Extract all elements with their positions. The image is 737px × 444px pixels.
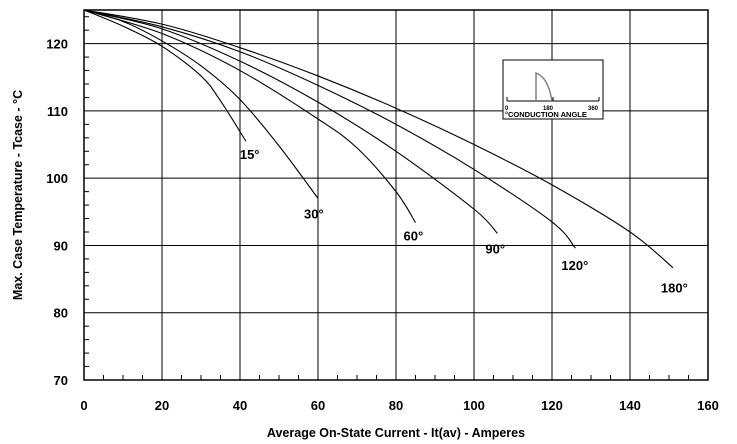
plot-frame <box>83 9 709 381</box>
y-tick-label: 70 <box>54 373 68 388</box>
x-tick-label: 20 <box>155 398 169 413</box>
x-tick-label: 100 <box>463 398 485 413</box>
x-tick-labels: 0 20 40 60 80 100 120 140 160 <box>80 398 718 413</box>
curve-labels: 15° 30° 60° 90° 120° 180° <box>240 147 688 295</box>
inset-box <box>502 59 604 120</box>
grid-lines <box>84 10 708 380</box>
curve-label: 60° <box>404 229 424 244</box>
curve-label: 90° <box>485 241 505 256</box>
curve-label: 15° <box>240 147 260 162</box>
y-axis-title: Max. Case Temperature - Tcase - °C <box>11 90 25 300</box>
inset-waveform <box>535 72 553 102</box>
curve-label: 120° <box>561 258 588 273</box>
y-tick-label: 80 <box>54 306 68 321</box>
y-tick-label: 110 <box>47 104 68 119</box>
x-tick-label: 60 <box>311 398 325 413</box>
y-tick-label: 90 <box>54 238 68 253</box>
minor-ticks <box>84 16 689 380</box>
y-tick-label: 120 <box>46 37 68 52</box>
x-tick-label: 120 <box>541 398 563 413</box>
inset-tick-180: 180 <box>543 106 554 112</box>
y-tick-label: 100 <box>46 171 68 186</box>
curve-0 <box>83 9 247 142</box>
curve-label: 30° <box>304 206 324 221</box>
x-tick-label: 80 <box>389 398 403 413</box>
curve-2 <box>83 9 416 223</box>
x-tick-label: 40 <box>233 398 247 413</box>
inset-title: °CONDUCTION ANGLE <box>505 110 587 119</box>
x-tick-label: 0 <box>80 398 87 413</box>
inset-tick-360: 360 <box>588 106 599 112</box>
x-tick-label: 160 <box>697 398 719 413</box>
curve-label: 180° <box>661 281 688 296</box>
x-axis-title: Average On-State Current - It(av) - Ampe… <box>267 426 525 440</box>
curve-5 <box>83 9 674 269</box>
inset-tick-0: 0 <box>505 106 509 112</box>
conduction-angle-inset: 0 180 360 °CONDUCTION ANGLE <box>502 59 604 120</box>
curve-4 <box>83 9 576 249</box>
y-tick-labels: 70 80 90 100 110 120 <box>46 37 68 388</box>
curve-3 <box>83 9 498 234</box>
x-tick-label: 140 <box>619 398 641 413</box>
curves <box>83 9 674 269</box>
